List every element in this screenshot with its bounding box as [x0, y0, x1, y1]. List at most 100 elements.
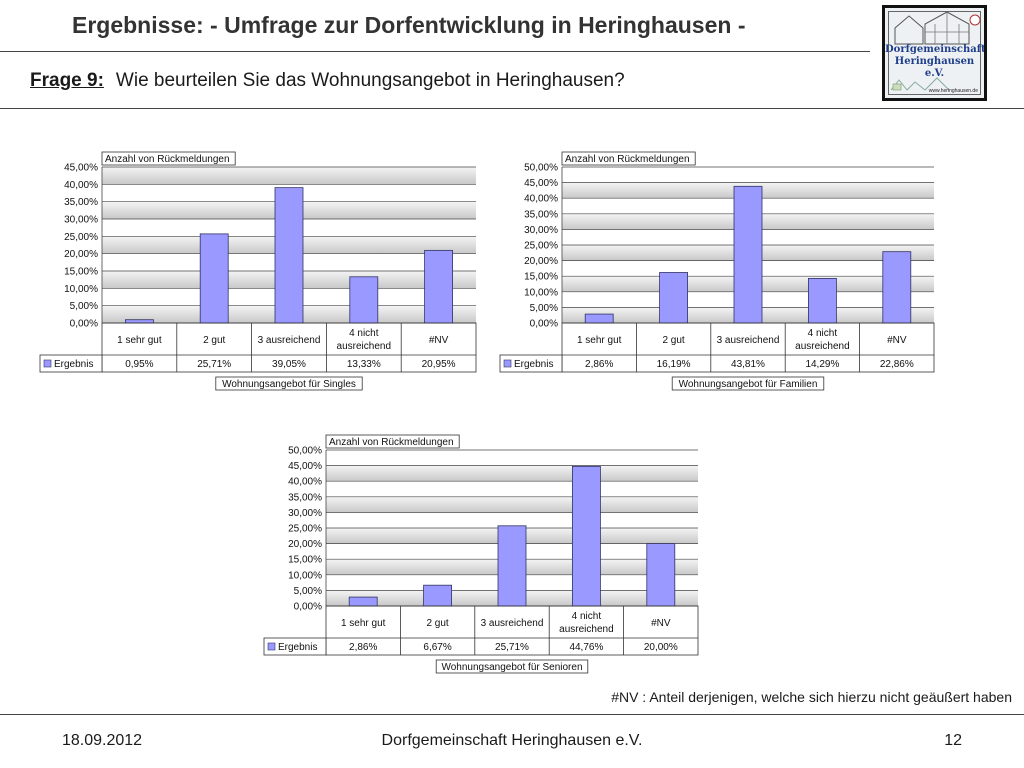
question-label: Frage 9: — [30, 70, 104, 91]
field-button — [101, 151, 236, 166]
bar — [646, 543, 676, 607]
y-tick-label: 30,00% — [64, 215, 98, 226]
y-tick-label: 30,00% — [524, 225, 558, 236]
data-value-label: 6,67% — [423, 642, 451, 653]
category-label: #NV — [429, 335, 449, 346]
x-axis-title-box — [671, 376, 825, 391]
legend-series-name: Ergebnis — [54, 359, 93, 370]
y-tick-label: 15,00% — [524, 272, 558, 283]
y-tick-label: 35,00% — [524, 209, 558, 220]
footer-page-number: 12 — [944, 732, 962, 749]
x-axis-title: Wohnungsangebot für Familien — [679, 379, 818, 390]
category-label: #NV — [651, 618, 671, 629]
legend-swatch — [503, 359, 512, 368]
bar — [733, 185, 763, 324]
y-tick-label: 40,00% — [64, 180, 98, 191]
legend-cell — [263, 637, 327, 656]
category-label-line: ausreichend — [337, 341, 391, 352]
y-tick-label: 0,00% — [70, 319, 98, 330]
plot-band — [326, 496, 698, 513]
data-value-label: 0,95% — [125, 359, 153, 370]
category-label: 2 gut — [203, 335, 225, 346]
category-label-line: ausreichend — [795, 341, 849, 352]
data-value-label: 43,81% — [731, 359, 765, 370]
data-table-frame — [561, 322, 935, 373]
data-value-label: 13,33% — [347, 359, 381, 370]
y-tick-label: 15,00% — [64, 267, 98, 278]
bar — [348, 596, 378, 607]
house-drawing-icon — [894, 11, 981, 45]
y-tick-label: 10,00% — [288, 570, 322, 581]
y-tick-label: 35,00% — [64, 197, 98, 208]
data-value-label: 20,00% — [644, 642, 678, 653]
bar — [349, 276, 379, 324]
data-table-frame — [325, 605, 699, 656]
y-tick-label: 10,00% — [524, 287, 558, 298]
data-value-label: 44,76% — [569, 642, 603, 653]
y-tick-label: 25,00% — [524, 241, 558, 252]
chart-familien: 0,00% 5,00% 10,00% 15,00% 20,00% 25,00% 30,00%… — [492, 150, 938, 395]
title-divider — [0, 51, 870, 52]
legend-series-name: Ergebnis — [514, 359, 553, 370]
x-axis-title-box — [435, 659, 589, 674]
data-value-label: 16,19% — [657, 359, 691, 370]
category-label: 1 sehr gut — [577, 335, 622, 346]
category-label: 3 ausreichend — [481, 618, 544, 629]
bar — [571, 465, 601, 607]
legend-cell — [499, 354, 563, 373]
x-axis-title: Wohnungsangebot für Singles — [222, 379, 356, 390]
data-value-label: 22,86% — [880, 359, 914, 370]
y-tick-label: 50,00% — [288, 446, 322, 457]
plot-band — [326, 465, 698, 482]
bar — [807, 278, 837, 324]
y-tick-label: 20,00% — [64, 249, 98, 260]
x-axis-title: Wohnungsangebot für Senioren — [441, 662, 582, 673]
y-tick-label: 40,00% — [288, 477, 322, 488]
chart-singles: 0,00% 5,00% 10,00% 15,00% 20,00% 25,00% 30,00%… — [32, 150, 480, 395]
chart-senioren: 0,00% 5,00% 10,00% 15,00% 20,00% 25,00% 30,00%… — [256, 433, 702, 678]
logo-line-1: Dorfgemeinschaft — [885, 44, 986, 55]
x-axis-title-box — [215, 376, 363, 391]
field-button — [325, 434, 460, 449]
category-label-line: ausreichend — [559, 624, 613, 635]
bar — [659, 272, 689, 324]
field-button-label: Anzahl von Rückmeldungen — [105, 154, 230, 165]
nv-footnote: #NV : Anteil derjenigen, welche sich hie… — [611, 689, 1012, 705]
legend-swatch — [43, 359, 52, 368]
footer-organization: Dorfgemeinschaft Heringhausen e.V. — [381, 732, 643, 749]
y-tick-label: 5,00% — [70, 301, 98, 312]
legend-swatch — [267, 642, 276, 651]
logo-line-2: Heringhausen e.V. — [894, 56, 975, 79]
question-text: Wie beurteilen Sie das Wohnungsangebot i… — [115, 70, 625, 91]
logo-frame — [888, 11, 981, 95]
y-tick-label: 45,00% — [288, 461, 322, 472]
data-value-label: 20,95% — [422, 359, 456, 370]
y-tick-label: 15,00% — [288, 555, 322, 566]
y-tick-label: 25,00% — [288, 524, 322, 535]
legend-cell — [39, 354, 103, 373]
bar — [274, 187, 304, 324]
page-title: Ergebnisse: - Umfrage zur Dorfentwicklun… — [72, 12, 746, 38]
question-divider — [0, 108, 1024, 109]
village-drawing-icon — [890, 77, 950, 91]
y-tick-label: 40,00% — [524, 194, 558, 205]
category-label-line: 4 nicht — [572, 611, 602, 622]
category-label: 1 sehr gut — [341, 618, 386, 629]
question-line: Frage 9: Wie beurteilen Sie das Wohnungsa… — [30, 70, 625, 92]
bar — [423, 584, 453, 607]
chart-familien-svg: 0,00% 5,00% 10,00% 15,00% 20,00% 25,00% 30,00%… — [499, 151, 935, 391]
data-value-label: 25,71% — [495, 642, 529, 653]
bar — [424, 249, 454, 324]
y-tick-label: 50,00% — [524, 163, 558, 174]
category-label: #NV — [887, 335, 907, 346]
bar — [882, 251, 912, 324]
y-tick-label: 45,00% — [524, 178, 558, 189]
category-label: 2 gut — [426, 618, 448, 629]
category-label: 2 gut — [662, 335, 684, 346]
y-tick-label: 0,00% — [294, 602, 322, 613]
y-tick-label: 25,00% — [64, 232, 98, 243]
y-tick-label: 0,00% — [530, 319, 558, 330]
data-value-label: 2,86% — [585, 359, 613, 370]
y-tick-label: 10,00% — [64, 284, 98, 295]
footer-divider — [0, 714, 1024, 715]
